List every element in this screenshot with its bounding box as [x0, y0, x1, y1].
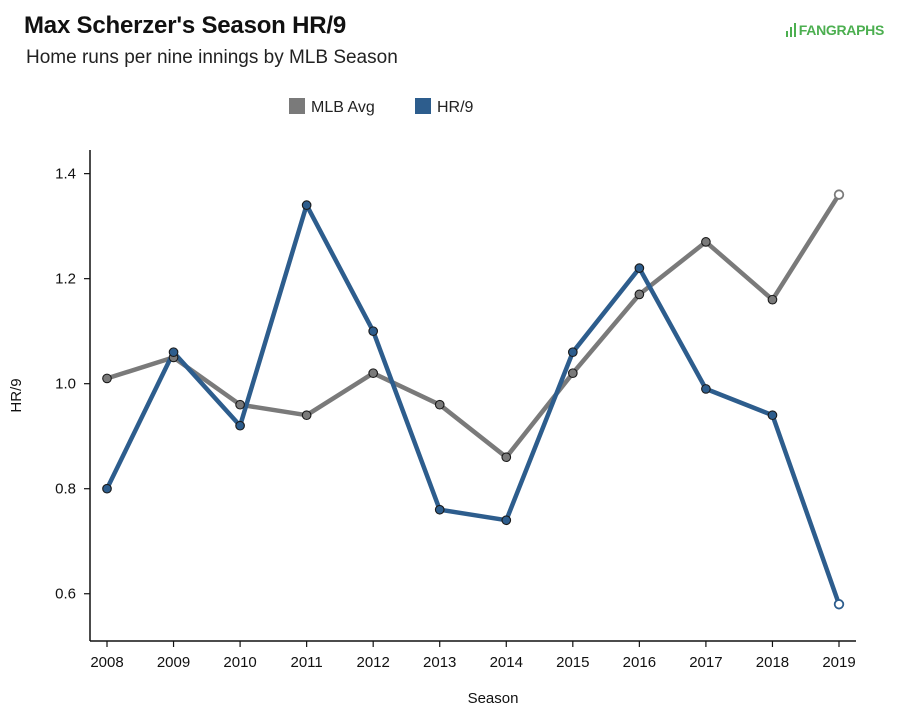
data-point-hr9-2016	[634, 263, 645, 274]
fangraphs-logo-icon	[785, 23, 796, 37]
x-tick-label: 2008	[90, 654, 123, 671]
data-point-hr9-2014	[501, 515, 512, 526]
legend-label-hr9: HR/9	[437, 99, 474, 116]
data-point-mlb-avg-2018	[767, 294, 778, 305]
x-tick-label: 2014	[490, 654, 523, 671]
data-point-hr9-2019	[833, 599, 845, 610]
data-point-mlb-avg-2012	[368, 368, 379, 379]
y-tick-label: 0.8	[55, 481, 76, 498]
series-line-hr9	[104, 202, 842, 607]
x-tick-label: 2016	[623, 654, 656, 671]
data-point-mlb-avg-2014	[501, 452, 512, 463]
data-point-mlb-avg-2010	[235, 399, 245, 410]
x-tick-label: 2015	[556, 654, 589, 671]
data-point-hr9-2010	[235, 420, 245, 431]
data-point-hr9-2015	[567, 347, 578, 358]
chart-title: Max Scherzer's Season HR/9	[24, 12, 346, 39]
data-point-hr9-2013	[434, 504, 445, 515]
legend-label-mlb-avg: MLB Avg	[311, 99, 375, 116]
x-tick-label: 2012	[356, 654, 389, 671]
x-tick-label: 2019	[822, 654, 855, 671]
data-point-mlb-avg-2015	[567, 368, 578, 379]
y-axis-title: HR/9	[8, 378, 25, 412]
x-tick-label: 2017	[689, 654, 722, 671]
y-tick-label: 0.6	[55, 586, 76, 603]
data-point-hr9-2011	[301, 200, 312, 210]
chart-subtitle: Home runs per nine innings by MLB Season	[26, 47, 398, 68]
x-tick-label: 2009	[157, 654, 190, 671]
y-tick-label: 1.4	[55, 166, 76, 183]
data-point-mlb-avg-2008	[102, 373, 112, 384]
fangraphs-logo: FANGRAPHS	[785, 22, 885, 38]
data-point-hr9-2018	[767, 410, 778, 421]
x-tick-label: 2013	[423, 654, 456, 671]
legend-swatch-hr9	[415, 98, 431, 114]
data-point-hr9-2012	[368, 326, 379, 337]
data-point-hr9-2009	[168, 347, 179, 358]
x-tick-label: 2010	[223, 654, 256, 671]
y-tick-label: 1.2	[55, 271, 76, 288]
y-tick-label: 1.0	[55, 376, 76, 393]
data-point-mlb-avg-2019	[833, 189, 845, 200]
data-point-hr9-2008	[102, 483, 112, 494]
legend-swatch-mlb-avg	[289, 98, 305, 114]
x-axis-title: Season	[468, 690, 519, 703]
data-point-hr9-2017	[701, 384, 711, 394]
x-tick-label: 2018	[756, 654, 789, 671]
data-point-mlb-avg-2011	[301, 410, 312, 421]
data-point-mlb-avg-2016	[634, 289, 645, 300]
data-point-mlb-avg-2017	[701, 237, 711, 247]
fangraphs-logo-text: FANGRAPHS	[798, 22, 885, 38]
x-tick-label: 2011	[291, 654, 323, 671]
series-line-mlb-avg	[104, 192, 842, 460]
data-point-mlb-avg-2013	[434, 399, 445, 410]
